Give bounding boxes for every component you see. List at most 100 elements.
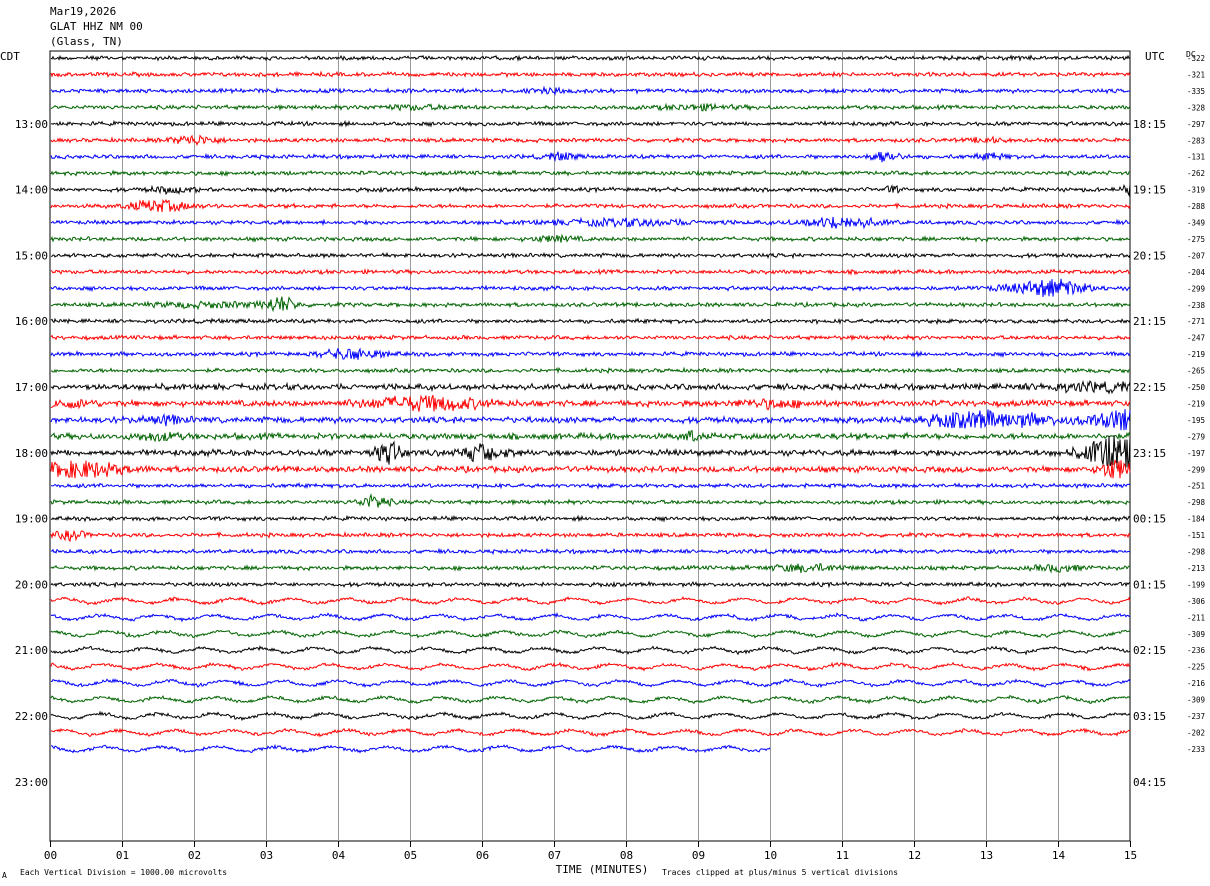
seismogram-trace: [50, 296, 1131, 313]
dc-offset-label: -271: [1187, 317, 1205, 326]
seismogram-trace: [50, 183, 1131, 197]
left-hour-label: 17:00: [15, 381, 48, 394]
dc-offset-label: -279: [1187, 432, 1205, 441]
seismogram-trace: [50, 459, 1131, 479]
seismogram-trace: [50, 563, 1131, 574]
right-hour-label: 18:15: [1133, 118, 1166, 131]
dc-offset-label: -211: [1187, 613, 1205, 622]
header-location: (Glass, TN): [50, 35, 123, 48]
left-timezone-label: CDT: [0, 50, 20, 63]
seismogram-trace: [50, 379, 1131, 395]
dc-offset-label: -219: [1187, 399, 1205, 408]
left-hour-label: 14:00: [15, 184, 48, 197]
dc-offset-label: -207: [1187, 251, 1205, 260]
clip-note: Traces clipped at plus/minus 5 vertical …: [662, 868, 899, 877]
seismogram-trace: [50, 169, 1131, 177]
seismogram-trace: [50, 278, 1131, 298]
dc-offset-label: -328: [1187, 103, 1206, 112]
right-hour-label: 04:15: [1133, 776, 1166, 789]
right-hour-label: 01:15: [1133, 578, 1166, 591]
x-tick-label: 11: [836, 849, 849, 862]
x-tick-label: 15: [1124, 849, 1137, 862]
dc-offset-label: -319: [1187, 186, 1205, 195]
seismogram-trace: [50, 70, 1131, 79]
header-station: GLAT HHZ NM 00: [50, 20, 143, 33]
seismogram-trace: [50, 645, 1131, 656]
x-axis-label: TIME (MINUTES): [556, 863, 649, 876]
right-hour-label: 22:15: [1133, 381, 1166, 394]
dc-offset-label: -237: [1187, 712, 1205, 721]
dc-offset-label: -219: [1187, 350, 1205, 359]
dc-offset-label: -213: [1187, 564, 1205, 573]
dc-offset-label: -288: [1187, 202, 1206, 211]
dc-offset-label: -195: [1187, 416, 1205, 425]
dc-offset-label: -262: [1187, 169, 1205, 178]
seismogram-trace: [50, 596, 1131, 606]
dc-offset-label: -251: [1187, 482, 1205, 491]
corner-mark: A: [2, 871, 7, 880]
right-hour-label: 21:15: [1133, 315, 1166, 328]
dc-offset-label: -202: [1187, 728, 1205, 737]
dc-offset-label: -309: [1187, 696, 1205, 705]
left-hour-label: 21:00: [15, 644, 48, 657]
dc-offset-label: -298: [1187, 498, 1206, 507]
seismogram-trace: [50, 268, 1131, 276]
dc-offset-label: -309: [1187, 630, 1205, 639]
seismogram-trace: [50, 233, 1131, 244]
left-hour-label: 15:00: [15, 249, 48, 262]
seismogram-trace: [50, 710, 1131, 722]
dc-offset-label: -204: [1187, 268, 1206, 277]
x-tick-label: 06: [476, 849, 489, 862]
seismogram-trace: [50, 429, 1131, 443]
seismogram-trace: [50, 481, 1131, 490]
right-hour-label: 19:15: [1133, 184, 1166, 197]
header-date: Mar19,2026: [50, 5, 117, 18]
seismogram-trace: [50, 366, 1131, 375]
dc-offset-label: -199: [1187, 580, 1205, 589]
dc-offset-label: -250: [1187, 383, 1206, 392]
dc-offset-label: -335: [1187, 87, 1205, 96]
right-hour-label: 00:15: [1133, 513, 1166, 526]
dc-offset-label: -265: [1187, 367, 1205, 376]
x-tick-label: 04: [332, 849, 346, 862]
right-hour-label: 02:15: [1133, 644, 1166, 657]
dc-offset-label: -298: [1187, 548, 1206, 557]
seismogram-trace: [50, 529, 1131, 543]
seismogram-trace: [50, 694, 1131, 705]
x-tick-label: 03: [260, 849, 273, 862]
plot-frame: [49, 50, 1131, 842]
x-tick-label: 08: [620, 849, 633, 862]
dc-offset-label: -233: [1187, 745, 1205, 754]
seismogram-trace: [50, 134, 1131, 147]
left-hour-label: 19:00: [15, 513, 48, 526]
seismogram-trace: [50, 347, 1131, 360]
seismogram-trace: [50, 612, 1131, 623]
left-hour-label: 13:00: [15, 118, 48, 131]
left-hour-label: 22:00: [15, 710, 48, 723]
seismogram-trace: [50, 317, 1131, 326]
seismogram-trace: [50, 727, 1131, 738]
seismogram-trace: [50, 198, 1131, 213]
seismogram-trace: [50, 333, 1131, 342]
seismogram-trace: [50, 409, 1131, 431]
dc-offset-label: -225: [1187, 663, 1205, 672]
x-tick-label: 07: [548, 849, 561, 862]
seismogram-trace: [51, 119, 1131, 128]
dc-offset-label: -247: [1187, 334, 1205, 343]
dc-offset-label: -184: [1187, 515, 1206, 524]
dc-offset-label: -238: [1187, 301, 1206, 310]
x-tick-label: 00: [44, 849, 57, 862]
right-hour-label: 20:15: [1133, 249, 1166, 262]
seismogram-trace: [51, 743, 771, 754]
seismogram-trace: [50, 678, 1131, 689]
x-tick-label: 10: [764, 849, 777, 862]
dc-offset-label: -349: [1187, 219, 1205, 228]
dc-offset-label: -321: [1187, 70, 1205, 79]
dc-offset-label: -236: [1187, 646, 1206, 655]
seismogram-trace: [50, 547, 1130, 556]
seismogram-trace: [50, 394, 1131, 412]
x-tick-label: 14: [1052, 849, 1066, 862]
seismogram-trace: [50, 514, 1131, 523]
dc-offset-label: -151: [1187, 531, 1205, 540]
